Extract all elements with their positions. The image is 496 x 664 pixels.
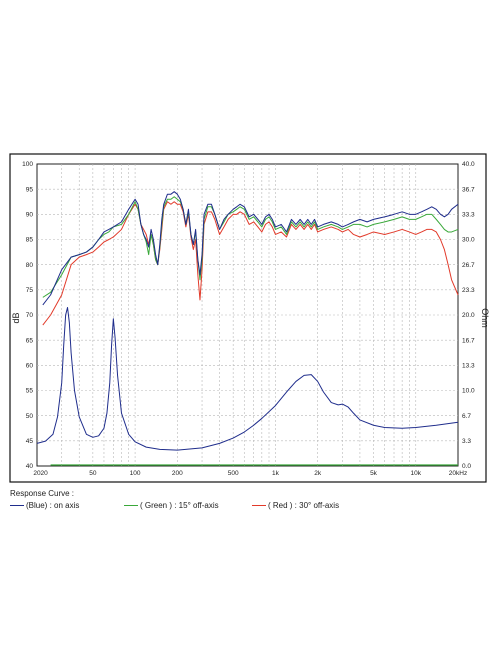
x-tick-label: 100: [130, 470, 141, 477]
legend-label-blue: (Blue) : on axis: [26, 501, 80, 510]
y2-tick-label: 16.7: [462, 337, 475, 344]
y-tick-label: 90: [26, 212, 34, 219]
x-tick-label: 20: [33, 470, 41, 477]
x-tick-label: 500: [228, 470, 239, 477]
y2-tick-label: 10.0: [462, 388, 475, 395]
y-tick-label: 40: [26, 463, 34, 470]
grid: [37, 164, 458, 466]
y-tick-label: 85: [26, 237, 34, 244]
y2-tick-label: 30.0: [462, 237, 475, 244]
series-line-3: [36, 306, 459, 451]
y2-tick-label: 6.7: [462, 413, 471, 420]
y-tick-label: 80: [26, 262, 34, 269]
y-tick-label: 100: [22, 161, 33, 168]
tick-labels: 20 20 50 100 200 500 1k 2k 5k 10k 20kHz 100 95 90 85 80…: [22, 161, 475, 477]
legend-item-green: ( Green ) : 15° off-axis: [124, 501, 219, 510]
y-tick-label: 95: [26, 186, 34, 193]
x-tick-label: 10k: [411, 470, 422, 477]
legend-swatch-blue: [10, 505, 24, 507]
x-tick-label: 50: [89, 470, 97, 477]
y2-tick-label: 13.3: [462, 363, 475, 370]
x-tick-label: 20: [41, 470, 49, 477]
y-tick-label: 75: [26, 287, 34, 294]
x-tick-label: 20kHz: [449, 470, 467, 477]
y-tick-label: 70: [26, 312, 34, 319]
x-tick-label: 1k: [272, 470, 280, 477]
y2-tick-label: 0.0: [462, 463, 471, 470]
y2-tick-label: 40.0: [462, 161, 475, 168]
y2-tick-label: 23.3: [462, 287, 475, 294]
y-tick-label: 50: [26, 413, 34, 420]
y2-tick-label: 33.3: [462, 212, 475, 219]
x-tick-label: 5k: [370, 470, 378, 477]
series-lines: [36, 191, 459, 451]
legend-label-red: ( Red ) : 30° off-axis: [268, 501, 340, 510]
x-tick-label: 200: [172, 470, 183, 477]
legend-title: Response Curve :: [10, 489, 75, 498]
y2-tick-label: 20.0: [462, 312, 475, 319]
y-tick-label: 60: [26, 363, 34, 370]
legend-item-blue: (Blue) : on axis: [10, 501, 79, 510]
legend-label-green: ( Green ) : 15° off-axis: [140, 501, 219, 510]
legend-item-red: ( Red ) : 30° off-axis: [252, 501, 339, 510]
y2-axis-label: Ohm: [480, 308, 490, 328]
y2-tick-label: 3.3: [462, 438, 471, 445]
legend-swatch-red: [252, 505, 266, 507]
y2-tick-label: 36.7: [462, 186, 475, 193]
y-tick-label: 45: [26, 438, 34, 445]
y-tick-label: 65: [26, 337, 34, 344]
x-tick-label: 2k: [314, 470, 322, 477]
legend-swatch-green: [124, 505, 138, 507]
legend: Response Curve : (Blue) : on axis ( Gree…: [10, 489, 490, 515]
y-tick-label: 55: [26, 388, 34, 395]
series-line-0: [42, 191, 459, 306]
y2-tick-label: 26.7: [462, 262, 475, 269]
y-axis-label: dB: [11, 312, 21, 323]
